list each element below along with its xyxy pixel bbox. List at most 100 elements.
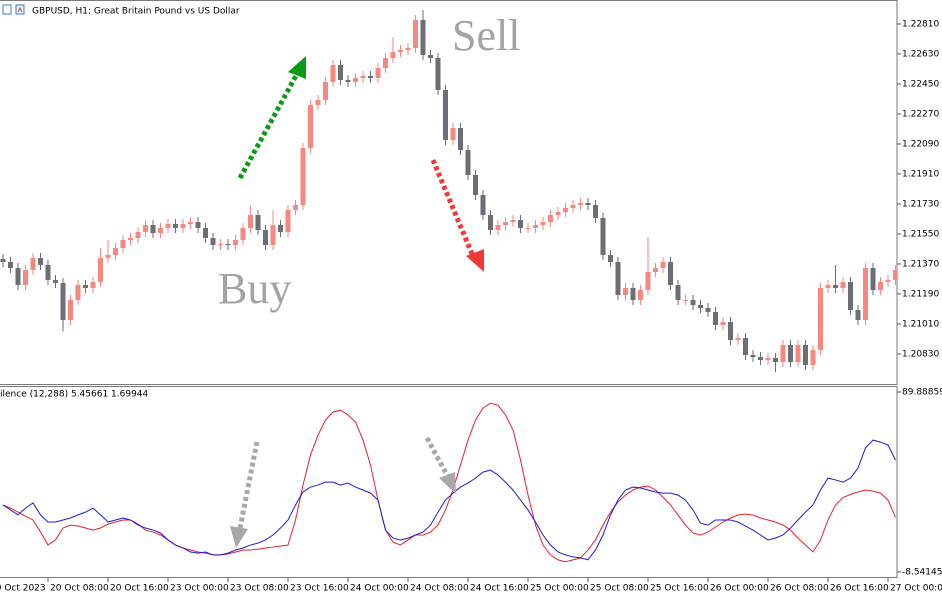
candle-body <box>308 105 313 148</box>
candle-body <box>645 272 651 290</box>
candle-body <box>623 288 628 295</box>
candle-body <box>338 65 343 80</box>
candle-body <box>75 285 81 300</box>
x-tick-label: 25 Oct 16:00 <box>650 584 709 594</box>
candle-body <box>15 268 21 285</box>
main-panel-frame <box>0 0 898 385</box>
candle-body <box>278 225 283 232</box>
candle-body <box>765 358 771 360</box>
y-tick-label: 1.22450 <box>902 80 939 90</box>
x-tick-label: 26 Oct 08:00 <box>770 584 829 594</box>
candle-body <box>788 345 793 362</box>
candle-body <box>743 338 748 355</box>
candle-body <box>510 220 516 222</box>
candle-body <box>818 288 823 350</box>
candle-body <box>518 220 523 228</box>
candle-body <box>443 90 448 140</box>
candle-body <box>293 205 298 210</box>
candle-body <box>285 210 291 232</box>
arrow-head <box>466 249 484 272</box>
candle-body <box>98 258 103 282</box>
candle-body <box>360 76 366 78</box>
candle-body <box>158 228 163 233</box>
candle-body <box>30 258 36 270</box>
candle-body <box>735 338 741 340</box>
candle-body <box>750 355 756 357</box>
candle-body <box>128 238 133 240</box>
candle-body <box>600 218 606 255</box>
candle-body <box>758 357 763 360</box>
candle-body <box>578 203 583 205</box>
x-tick-label: 20 Oct 2023 <box>0 584 46 594</box>
annotation: Buy <box>218 264 291 313</box>
candle-body <box>180 224 186 228</box>
candle-body <box>0 259 6 262</box>
indicator-line <box>2 402 896 563</box>
candle-body <box>105 255 111 258</box>
candle-body <box>563 208 568 212</box>
buy-arrow <box>237 72 300 180</box>
candle-body <box>825 285 831 288</box>
candle-body <box>480 195 486 215</box>
x-tick-label: 25 Oct 00:00 <box>530 584 589 594</box>
arrow-head <box>288 56 306 79</box>
candle-body <box>878 282 883 290</box>
candle-body <box>23 270 28 285</box>
candle-body <box>675 285 681 300</box>
candle-body <box>713 312 718 325</box>
candle-body <box>203 228 208 238</box>
candle-body <box>848 282 853 310</box>
y-tick-label: 1.21190 <box>902 290 939 300</box>
chart-title: GBPUSD, H1: Great Britain Pound vs US Do… <box>32 7 240 17</box>
y-tick-label: 1.22810 <box>902 20 939 30</box>
x-tick-label: 20 Oct 16:00 <box>110 584 169 594</box>
candle-body <box>60 283 66 320</box>
candle-body <box>300 148 306 205</box>
candle-body <box>210 238 216 245</box>
x-tick-label: 23 Oct 08:00 <box>230 584 289 594</box>
y-tick-label: 1.21010 <box>902 320 939 330</box>
y-tick-label: 1.22630 <box>902 50 939 60</box>
candle-body <box>428 55 433 58</box>
candle-body <box>465 150 471 175</box>
candle-body <box>833 285 838 288</box>
y-tick-label: -8.54145 <box>902 568 942 578</box>
candle-body <box>353 78 358 82</box>
x-tick-label: 26 Oct 00:00 <box>710 584 769 594</box>
candle-body <box>503 222 508 225</box>
y-tick-label: 89.88859 <box>902 388 942 398</box>
x-tick-label: 26 Oct 16:00 <box>830 584 889 594</box>
y-tick-label: 1.22270 <box>902 110 939 120</box>
candle-body <box>555 212 561 215</box>
candle-body <box>795 345 801 362</box>
candle-body <box>38 258 43 265</box>
indicator-line <box>2 439 896 561</box>
candle-body <box>660 262 666 268</box>
candle-body <box>630 288 636 300</box>
icon <box>17 6 23 13</box>
annotation: Sell <box>452 11 520 60</box>
x-tick-label: 24 Oct 00:00 <box>350 584 409 594</box>
candle-body <box>855 310 861 320</box>
candle-body <box>120 240 126 248</box>
arrow-head <box>439 472 456 494</box>
candle-body <box>330 65 336 82</box>
candle-body <box>593 205 598 218</box>
candle-body <box>165 224 171 228</box>
candle-body <box>893 270 897 280</box>
candle-body <box>90 282 96 288</box>
candle-body <box>83 285 88 288</box>
candle-body <box>263 230 268 245</box>
candle-body <box>585 203 591 205</box>
candle-body <box>8 262 13 268</box>
x-tick-label: 23 Oct 16:00 <box>290 584 349 594</box>
candle-body <box>548 215 553 222</box>
candle-body <box>608 255 613 262</box>
candle-body <box>345 80 351 82</box>
candle-body <box>113 248 118 255</box>
candle-body <box>570 205 576 208</box>
candle-body <box>690 300 696 305</box>
candle-body <box>398 50 403 52</box>
